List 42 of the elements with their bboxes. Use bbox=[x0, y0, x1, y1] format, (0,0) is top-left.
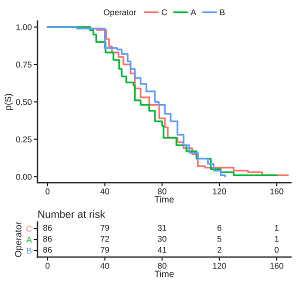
x-tick-label: 120 bbox=[213, 262, 226, 269]
legend-label: C bbox=[162, 9, 167, 16]
y-tick-label: 1.00 bbox=[16, 24, 32, 30]
x-tick-label: 120 bbox=[213, 188, 226, 194]
data-label: 6 bbox=[217, 224, 222, 231]
y-tick-label: C bbox=[26, 226, 32, 232]
data-label: 5 bbox=[217, 236, 222, 242]
y-tick-label: 0.25 bbox=[16, 136, 32, 142]
data-label: 72 bbox=[100, 236, 110, 242]
x-tick-label: 80 bbox=[158, 188, 166, 194]
y-tick-label: B bbox=[27, 248, 32, 254]
data-label: 31 bbox=[158, 224, 166, 231]
y-tick-label: 0.50 bbox=[16, 99, 32, 105]
data-label: 41 bbox=[158, 246, 166, 253]
y-axis-title: p(S) bbox=[4, 94, 13, 110]
x-tick-label: 0 bbox=[46, 262, 50, 269]
y-axis-title: Operator bbox=[14, 222, 24, 257]
data-label: 30 bbox=[158, 236, 166, 242]
data-label: 0 bbox=[274, 246, 279, 253]
legend-label: B bbox=[220, 9, 225, 16]
legend-title: Operator bbox=[104, 9, 136, 17]
x-tick-label: 160 bbox=[270, 188, 284, 194]
x-tick-label: 0 bbox=[46, 188, 50, 194]
x-tick-label: 40 bbox=[100, 188, 110, 194]
data-label: 1 bbox=[274, 225, 279, 231]
x-tick-label: 160 bbox=[270, 262, 284, 269]
legend-label: A bbox=[190, 9, 196, 16]
y-tick-label: 0.75 bbox=[16, 62, 32, 68]
x-axis-title: Time bbox=[154, 270, 174, 278]
chart-title: Number at risk bbox=[38, 210, 106, 218]
y-tick-label: A bbox=[26, 236, 32, 243]
x-axis-title: Time bbox=[154, 196, 174, 203]
data-label: 79 bbox=[100, 246, 110, 253]
data-label: 2 bbox=[217, 246, 222, 253]
data-label: 86 bbox=[43, 224, 52, 231]
x-tick-label: 40 bbox=[100, 262, 110, 269]
y-tick-label: 0.00 bbox=[16, 174, 32, 180]
data-label: 1 bbox=[274, 236, 279, 242]
data-label: 79 bbox=[100, 224, 110, 231]
x-tick-label: 80 bbox=[158, 262, 166, 269]
data-label: 86 bbox=[43, 236, 52, 242]
data-label: 86 bbox=[43, 246, 52, 253]
